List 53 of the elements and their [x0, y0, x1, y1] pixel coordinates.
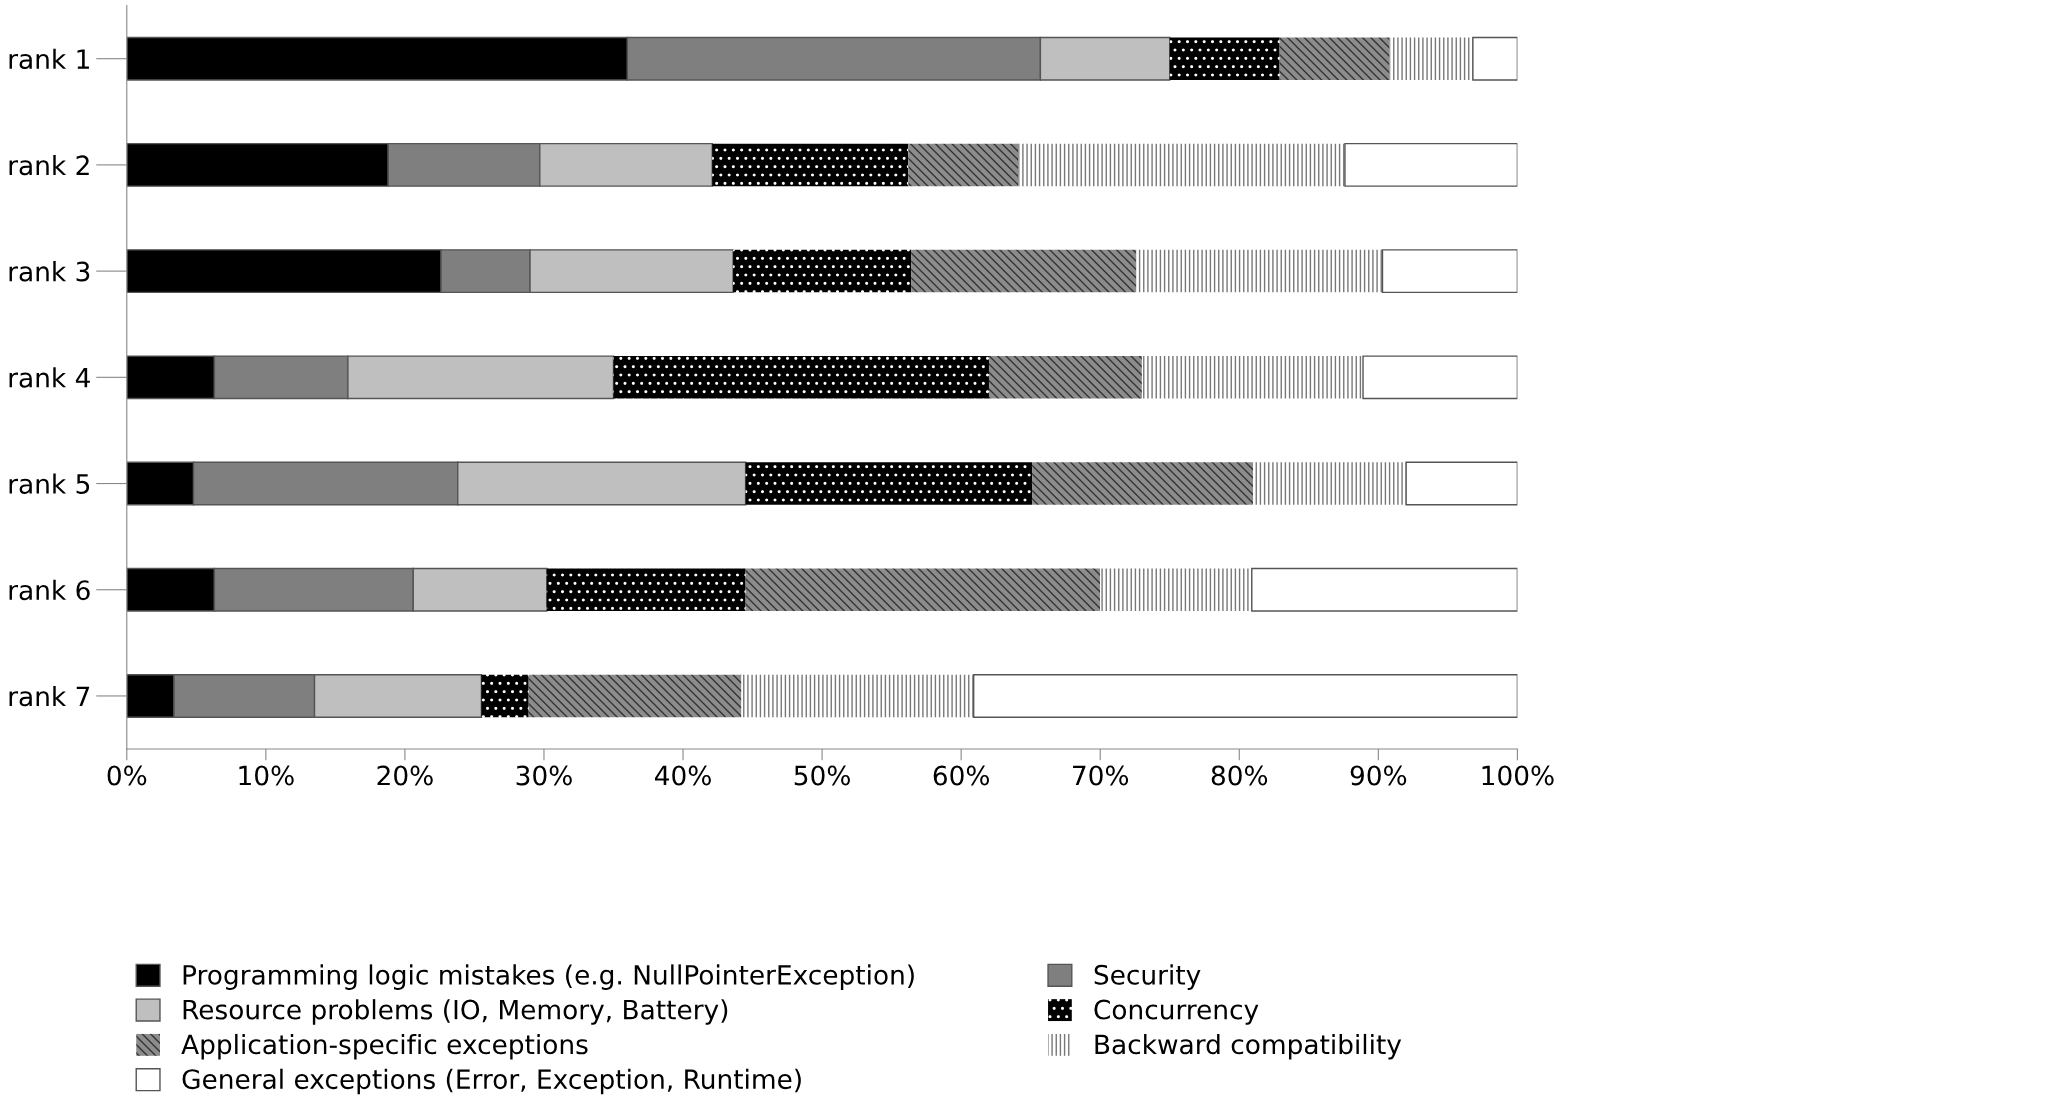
- bar: [546, 568, 746, 611]
- bar: [911, 249, 1137, 293]
- legend-label: General exceptions (Error, Exception, Runtime): [182, 1068, 801, 1095]
- x-tick-label: 80%: [1211, 765, 1268, 786]
- x-tick-label: 50%: [794, 765, 850, 786]
- x-tick-label: 90%: [1350, 765, 1407, 786]
- y-tick-label: rank 1: [9, 48, 89, 70]
- bar: [1472, 36, 1518, 81]
- bar: [1141, 356, 1364, 399]
- bar: [1100, 568, 1252, 611]
- bar: [1344, 142, 1518, 187]
- bar: [1032, 462, 1254, 505]
- x-tick-label: 100%: [1482, 765, 1554, 786]
- x-tick-label: 10%: [239, 765, 294, 786]
- y-tick-label: rank 5: [9, 473, 90, 494]
- y-tick-label: rank 4: [9, 367, 90, 388]
- bar: [1279, 37, 1390, 80]
- bar: [528, 674, 742, 718]
- bar: [741, 674, 974, 718]
- bar: [745, 568, 1101, 611]
- legend-label: Resource problems (IO, Memory, Battery): [183, 999, 728, 1025]
- bar: [733, 249, 912, 293]
- y-tick-label: rank 3: [9, 261, 90, 282]
- x-tick-label: 70%: [1073, 765, 1129, 786]
- legend-label: Backward compatibility: [1095, 1033, 1402, 1060]
- x-tick-label: 60%: [933, 765, 990, 786]
- bar: [908, 143, 1019, 187]
- y-tick-label: rank 6: [9, 579, 90, 601]
- bar: [481, 674, 529, 718]
- legend-label: Concurrency: [1094, 999, 1259, 1025]
- y-tick-label: rank 7: [9, 685, 90, 707]
- x-tick-label: 40%: [654, 765, 711, 786]
- bar: [972, 674, 1518, 718]
- bar: [1389, 37, 1473, 80]
- x-tick-label: 0%: [107, 765, 147, 786]
- bar: [1169, 37, 1280, 80]
- legend-label: Programming logic mistakes (e.g. NullPointerException): [183, 964, 914, 990]
- y-tick-label: rank 2: [9, 154, 89, 176]
- bar: [1136, 249, 1383, 293]
- x-tick-label: 20%: [377, 765, 433, 786]
- bar: [1018, 143, 1345, 187]
- bar: [1362, 355, 1518, 400]
- bar: [613, 356, 989, 399]
- bar: [1253, 462, 1407, 505]
- bar: [1405, 461, 1518, 506]
- x-tick-label: 30%: [516, 765, 572, 786]
- legend-label: Security: [1094, 964, 1201, 990]
- bar: [988, 356, 1142, 399]
- legend-label: Application-specific exceptions: [181, 1033, 588, 1060]
- bar: [1381, 249, 1518, 294]
- bar: [745, 462, 1033, 505]
- bar: [1251, 567, 1518, 612]
- bar: [712, 143, 909, 187]
